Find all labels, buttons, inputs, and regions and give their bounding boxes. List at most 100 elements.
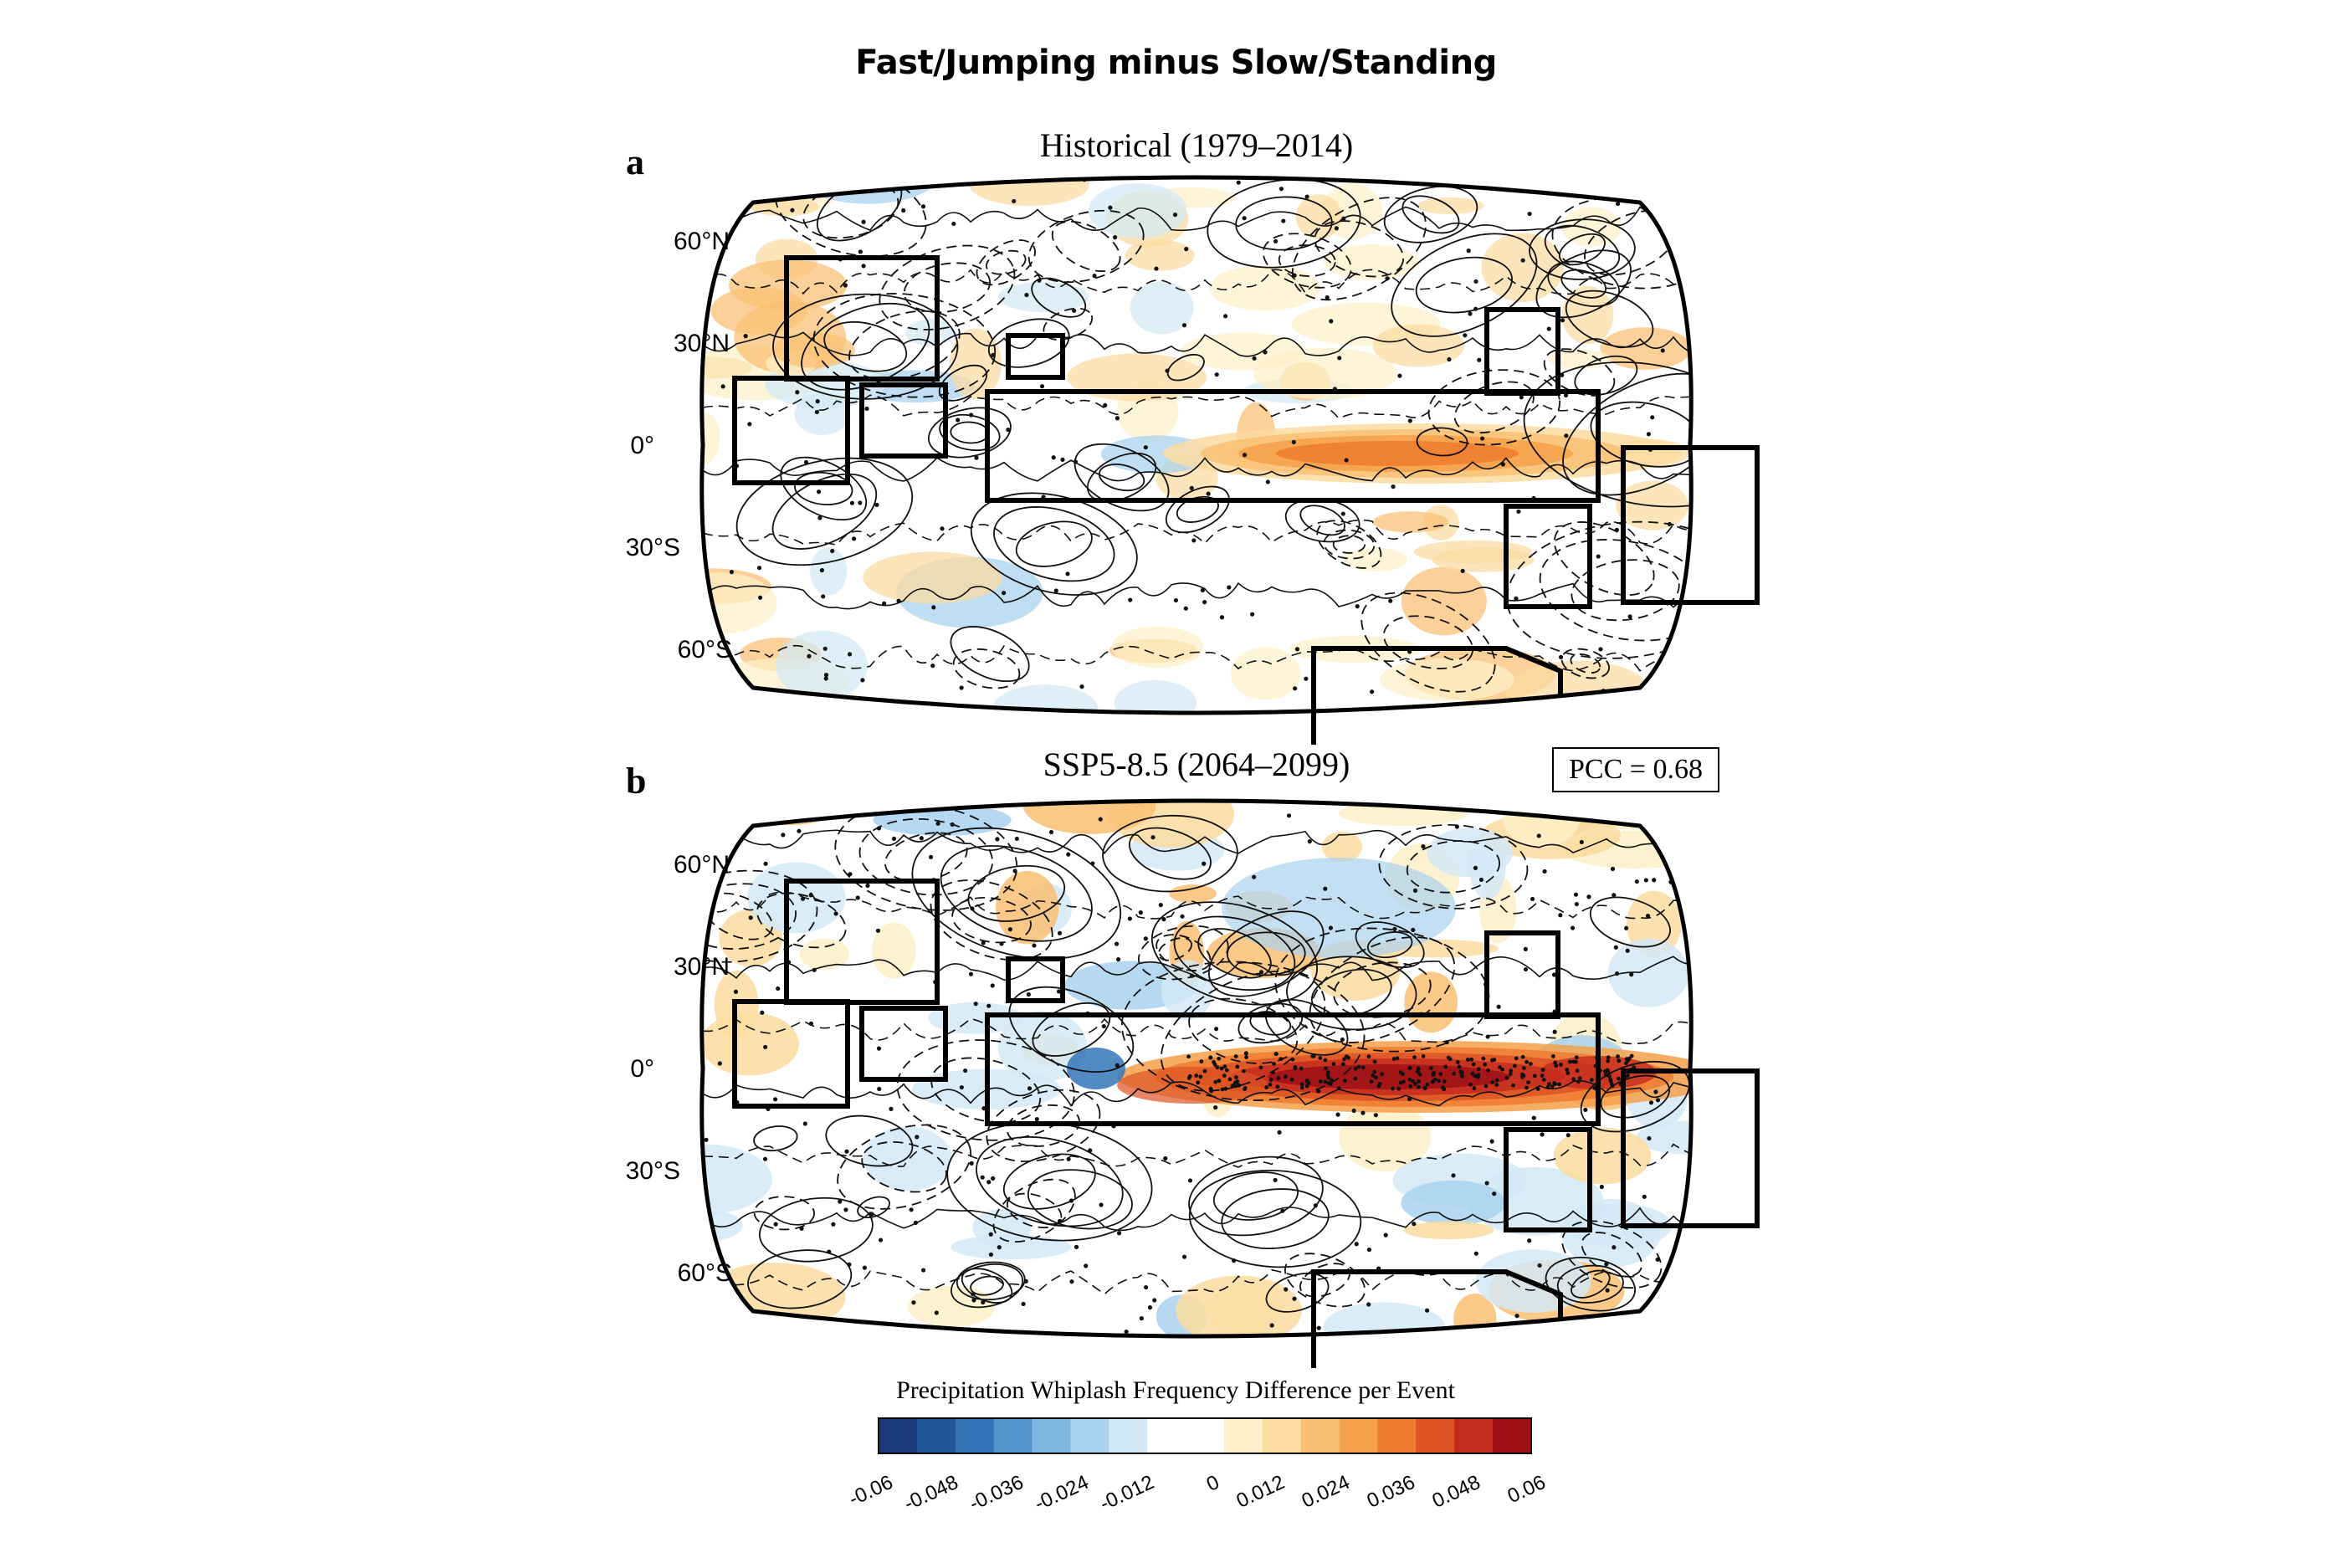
significance-dot <box>1412 1055 1417 1060</box>
significance-dot <box>971 1292 976 1297</box>
contour-line <box>1006 1104 1080 1147</box>
significance-dot <box>1532 1074 1537 1079</box>
study-region-box <box>1484 930 1560 1019</box>
contour-line <box>1560 648 1610 679</box>
significance-dot <box>973 1002 978 1007</box>
significance-dot <box>1441 1085 1445 1090</box>
significance-dot <box>1181 1254 1187 1259</box>
significance-dot <box>762 795 766 799</box>
significance-dot <box>1340 1037 1345 1043</box>
significance-dot <box>1222 1074 1227 1078</box>
significance-dot <box>1268 1078 1273 1082</box>
significance-dot <box>1535 1086 1540 1091</box>
significance-dot <box>717 1061 722 1066</box>
significance-dot <box>1412 1082 1417 1086</box>
significance-dot <box>1163 1156 1168 1161</box>
significance-dot <box>1646 432 1652 437</box>
significance-dot <box>1576 1079 1581 1084</box>
significance-dot <box>1026 992 1031 997</box>
contour-line <box>1007 1192 1063 1229</box>
significance-dot <box>1273 1177 1278 1182</box>
significance-dot <box>1143 445 1148 450</box>
significance-dot <box>1627 614 1632 619</box>
colorbar-tick-label: -0.048 <box>900 1471 962 1516</box>
significance-dot <box>847 1262 852 1267</box>
significance-dot <box>1451 1173 1456 1178</box>
significance-dot <box>919 836 924 841</box>
significance-dot <box>1233 1054 1238 1058</box>
significance-dot <box>1277 1130 1282 1135</box>
significance-dot <box>1286 813 1292 818</box>
figure-title: Fast/Jumping minus Slow/Standing <box>855 44 1497 82</box>
significance-dot <box>795 390 800 395</box>
significance-dot <box>1304 676 1309 681</box>
significance-dot <box>1643 878 1648 883</box>
significance-dot <box>1328 1082 1333 1087</box>
contour-line <box>1188 1169 1362 1268</box>
significance-dot <box>1114 941 1120 946</box>
significance-dot <box>1351 1108 1356 1114</box>
contour-line <box>861 1140 947 1193</box>
significance-dot <box>1473 865 1478 870</box>
contour-line <box>1226 931 1306 976</box>
significance-dot <box>1116 1231 1122 1236</box>
significance-dot <box>802 1121 807 1126</box>
significance-dot <box>1291 439 1296 445</box>
contour-line <box>702 1268 1692 1295</box>
shading-patch <box>1607 938 1689 1007</box>
study-region-box <box>1311 646 1563 745</box>
significance-dot <box>1242 453 1248 458</box>
shading-patch <box>1403 1221 1494 1240</box>
significance-dot <box>848 872 853 877</box>
significance-dot <box>1463 333 1468 338</box>
significance-dot <box>1191 538 1196 543</box>
significance-dot <box>1540 1074 1545 1078</box>
significance-dot <box>1402 711 1407 713</box>
significance-dot <box>1401 1079 1406 1084</box>
contour-line <box>1027 1169 1133 1230</box>
significance-dot <box>988 1252 993 1258</box>
contour-line <box>1278 244 1336 277</box>
contour-line <box>1562 372 1692 496</box>
significance-dot <box>1421 843 1426 849</box>
significance-dot <box>1586 894 1591 899</box>
significance-dot <box>1546 326 1551 331</box>
significance-dot <box>1310 1054 1315 1058</box>
contour-line <box>1366 931 1413 959</box>
significance-dot <box>1304 1079 1309 1084</box>
contour-line <box>1197 928 1272 979</box>
significance-dot <box>814 409 820 415</box>
significance-dot <box>1299 1066 1304 1071</box>
significance-dot <box>1227 585 1232 590</box>
shading-patch <box>872 922 916 979</box>
significance-dot <box>1469 1057 1474 1062</box>
significance-dot <box>990 983 995 988</box>
significance-dot <box>1371 1074 1376 1078</box>
contour-line <box>970 492 1138 596</box>
significance-dot <box>1073 459 1079 464</box>
significance-dot <box>991 352 996 357</box>
contour-line <box>879 244 1016 331</box>
panel-b-lat-60s: 60°S <box>677 1259 732 1287</box>
colorbar-swatch <box>1262 1418 1302 1453</box>
significance-dot <box>800 896 806 901</box>
significance-dot <box>1480 436 1485 441</box>
colorbar-swatch <box>1300 1418 1340 1453</box>
contour-line <box>1212 1171 1299 1221</box>
colorbar-tick-label: -0.024 <box>1031 1471 1093 1516</box>
colorbar-swatch <box>1070 1418 1109 1453</box>
significance-dot <box>1540 1132 1545 1137</box>
shading-patch <box>776 630 868 701</box>
significance-dot <box>1340 1062 1345 1067</box>
significance-dot <box>1607 1340 1612 1345</box>
significance-dot <box>1161 917 1166 922</box>
significance-dot <box>1213 1079 1218 1084</box>
shading-patch <box>810 547 848 596</box>
panel-a-letter: a <box>626 141 644 182</box>
significance-dot <box>799 1226 804 1231</box>
map-border <box>699 175 1694 715</box>
panel-a-title: Historical (1979–2014) <box>1039 126 1354 164</box>
contour-line <box>780 456 868 521</box>
significance-dot <box>1494 1083 1499 1087</box>
significance-dot <box>1213 1027 1219 1032</box>
